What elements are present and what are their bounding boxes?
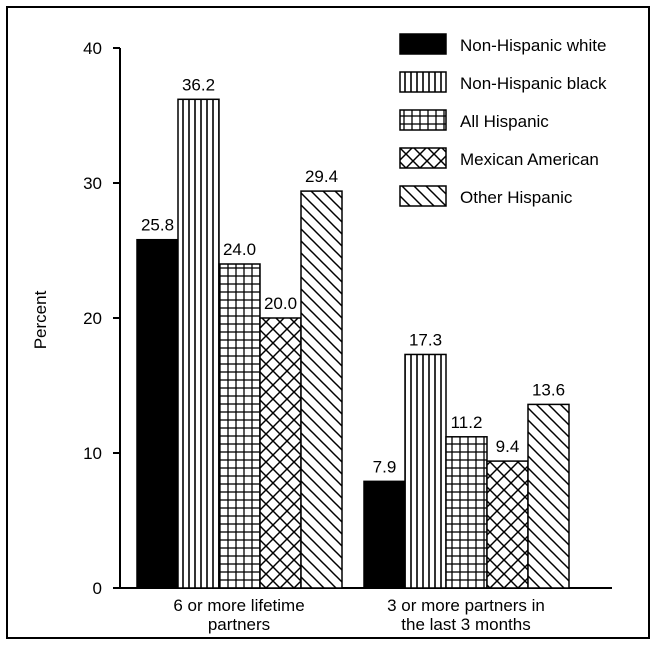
y-tick-label: 30: [83, 174, 102, 193]
legend-label: Non-Hispanic white: [460, 36, 606, 55]
data-label: 9.4: [496, 437, 520, 456]
y-tick-label: 20: [83, 309, 102, 328]
x-category-label: partners: [208, 615, 270, 634]
data-label: 24.0: [223, 240, 256, 259]
legend-swatch-all-hispanic: [399, 109, 447, 131]
legend-label: All Hispanic: [460, 112, 549, 131]
data-label: 17.3: [409, 330, 442, 349]
bar-other-hispanic-2: [527, 403, 570, 589]
legend-label: Non-Hispanic black: [460, 74, 607, 93]
legend-swatch-other-hispanic: [399, 185, 447, 207]
x-category-label: the last 3 months: [401, 615, 530, 634]
data-label: 36.2: [182, 75, 215, 94]
x-category-label: 6 or more lifetime: [173, 596, 304, 615]
data-label: 11.2: [451, 413, 483, 432]
legend: Non-Hispanic white Non-Hispanic black All …: [399, 33, 607, 207]
legend-label: Mexican American: [460, 150, 599, 169]
y-tick-label: 10: [83, 444, 102, 463]
plot-area: 0 10 20 30 40 25.8 7.9 36.2 17.3 24.0 11.2 20.0 9.4 2…: [83, 39, 612, 634]
y-tick-label: 40: [83, 39, 102, 58]
y-tick-label: 0: [93, 579, 102, 598]
data-label: 20.0: [264, 294, 297, 313]
legend-swatch-non-hispanic-white: [399, 33, 447, 55]
y-axis-title: Percent: [31, 290, 50, 349]
legend-swatch-mexican-american: [399, 147, 447, 169]
bar-all-hispanic-2: [445, 436, 488, 589]
bar-other-hispanic-1: [300, 190, 343, 589]
bar-all-hispanic-1: [218, 263, 261, 589]
data-label: 7.9: [373, 457, 397, 476]
bar-mexican-american-2: [486, 460, 529, 589]
data-label: 13.6: [532, 380, 565, 399]
data-label: 29.4: [305, 167, 338, 186]
legend-swatch-non-hispanic-black: [399, 71, 447, 93]
x-category-label: 3 or more partners in: [387, 596, 545, 615]
bar-mexican-american-1: [259, 317, 302, 589]
legend-label: Other Hispanic: [460, 188, 573, 207]
data-label: 25.8: [141, 216, 174, 235]
bar-non-hispanic-white-2: [363, 480, 406, 589]
bar-non-hispanic-white-1: [136, 238, 179, 589]
bar-non-hispanic-black-1: [177, 98, 220, 589]
bar-non-hispanic-black-2: [404, 353, 447, 589]
